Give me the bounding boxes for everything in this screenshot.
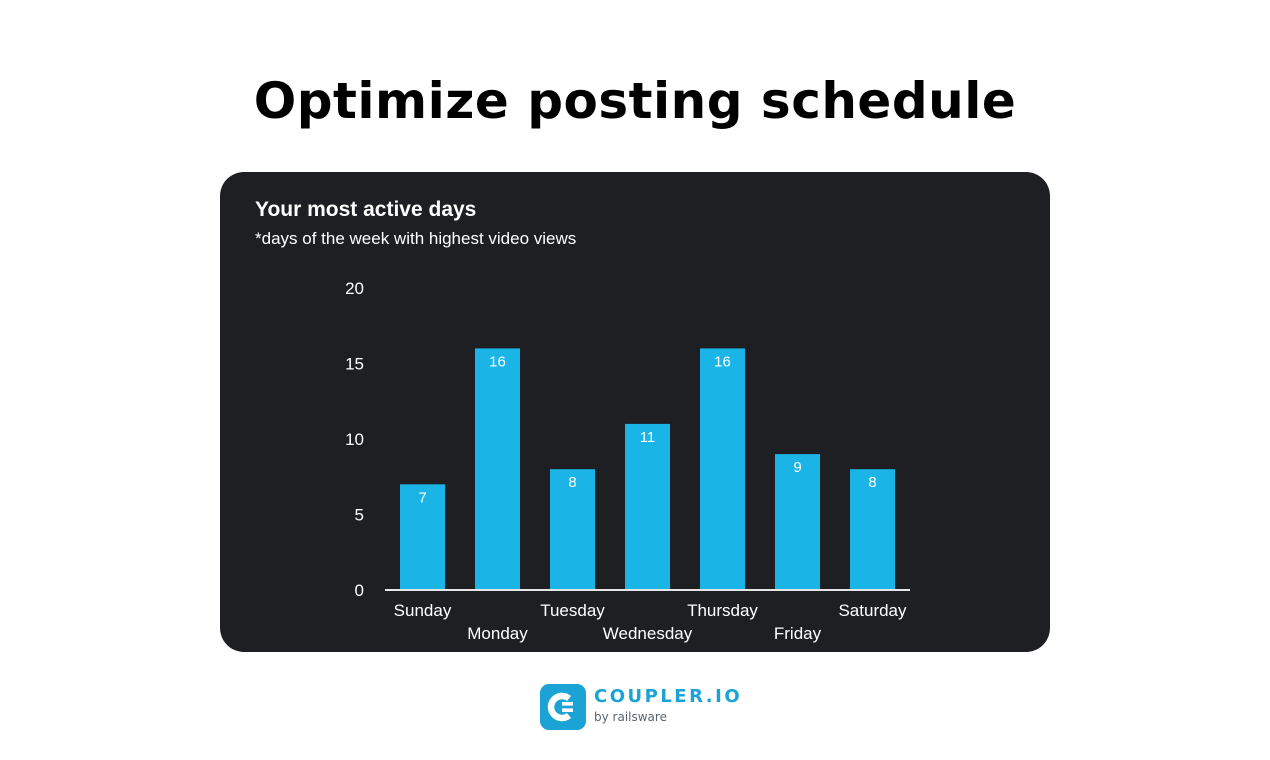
bar-data-label: 9 xyxy=(793,459,801,476)
page-title: Optimize posting schedule xyxy=(253,72,1017,130)
brand-name: COUPLER.IO xyxy=(594,686,743,707)
chart-title: Your most active days xyxy=(255,198,477,221)
x-tick-label: Sunday xyxy=(394,601,452,620)
bar xyxy=(850,469,895,590)
chart-subtitle: *days of the week with highest video vie… xyxy=(255,229,577,248)
bar xyxy=(550,469,595,590)
bar-data-label: 16 xyxy=(489,353,506,370)
bar xyxy=(475,348,520,590)
bar xyxy=(700,348,745,590)
x-tick-label: Thursday xyxy=(687,601,758,620)
chart-card: Your most active days *days of the week … xyxy=(220,172,1050,652)
bar-chart: 0 5 10 15 20 7 Sunday 16 Monday 8 Tuesday 11 Wednesd… xyxy=(345,279,910,643)
bar xyxy=(775,454,820,590)
x-tick-label: Monday xyxy=(467,624,528,643)
y-tick-label: 20 xyxy=(345,279,364,298)
x-tick-label: Tuesday xyxy=(540,601,605,620)
bar-data-label: 8 xyxy=(568,474,576,491)
y-tick-label: 10 xyxy=(345,430,364,449)
brand-tagline: by railsware xyxy=(594,710,667,724)
brand-footer: COUPLER.IO by railsware xyxy=(540,684,740,734)
y-tick-label: 15 xyxy=(345,355,364,374)
bar-data-label: 7 xyxy=(418,489,426,506)
x-tick-label: Saturday xyxy=(838,601,907,620)
x-tick-label: Wednesday xyxy=(603,624,693,643)
bar xyxy=(625,423,670,590)
bar-data-label: 11 xyxy=(640,429,656,446)
coupler-logo-icon xyxy=(540,684,586,730)
y-tick-label: 5 xyxy=(355,506,364,525)
y-tick-label: 0 xyxy=(355,581,364,600)
bar-data-label: 8 xyxy=(868,474,876,491)
bar xyxy=(400,484,445,590)
bar-data-label: 16 xyxy=(714,353,731,370)
x-tick-label: Friday xyxy=(774,624,822,643)
